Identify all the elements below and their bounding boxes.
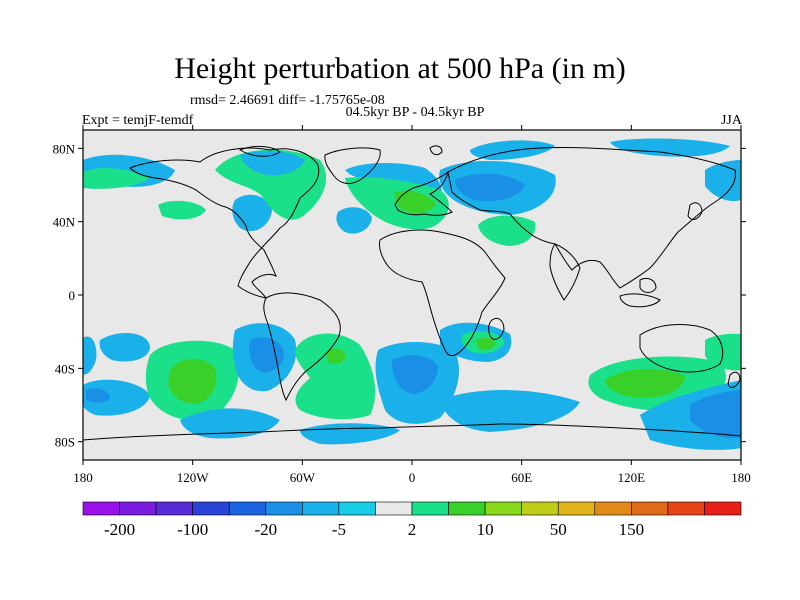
contour-region — [605, 368, 685, 398]
lat-tick-label: 40S — [55, 361, 75, 376]
experiment-label: Expt = temjF-temdf — [82, 113, 194, 128]
colorbar-swatch — [704, 501, 742, 516]
colorbar-label: -100 — [177, 520, 208, 539]
contour-region — [99, 333, 150, 362]
colorbar-swatch — [448, 501, 486, 516]
colorbar-swatch — [192, 501, 230, 516]
colorbar-swatch — [338, 501, 376, 516]
colorbar-swatch — [82, 501, 120, 516]
colorbar-swatch — [375, 501, 413, 516]
coastline-svalbard — [429, 145, 443, 156]
coastline-africa — [379, 229, 506, 357]
colorbar-swatch — [119, 501, 157, 516]
colorbar-swatch — [484, 501, 522, 516]
contour-region — [690, 390, 741, 439]
coastline-japan — [687, 202, 703, 220]
latitude-axis: 80N 40N 0 40S 80S — [53, 141, 746, 450]
coastline-borneo — [639, 277, 657, 293]
coastline-india — [549, 243, 581, 301]
contour-region — [610, 138, 730, 157]
contour-region — [249, 337, 284, 373]
contour-region — [326, 348, 346, 364]
lon-tick-label: 60E — [511, 470, 532, 485]
coastline-south-america — [263, 292, 341, 402]
coastline-antarctica — [83, 423, 741, 441]
stats-subtitle: rmsd= 2.46691 diff= -1.75765e-08 — [190, 93, 385, 108]
colorbar-label: -20 — [254, 520, 277, 539]
contour-region — [86, 388, 110, 403]
colorbar-swatch — [667, 501, 705, 516]
contour-region — [158, 200, 206, 220]
contour-region — [336, 207, 372, 234]
lon-tick-label: 180 — [73, 470, 93, 485]
contour-region — [232, 194, 272, 232]
colorbar-label: 10 — [477, 520, 494, 539]
colorbar-swatch — [631, 501, 669, 516]
colorbar-label: -5 — [332, 520, 346, 539]
colorbar-label: -200 — [104, 520, 135, 539]
contour-region — [295, 333, 376, 420]
coastline-arctic-islands — [238, 145, 281, 157]
lat-tick-label: 40N — [53, 215, 76, 230]
period-subtitle: 04.5kyr BP - 04.5kyr BP — [345, 105, 485, 120]
coastline-asia — [447, 146, 736, 289]
contour-region — [83, 336, 97, 375]
colorbar-swatch — [228, 501, 267, 516]
coastline-madagascar — [488, 317, 505, 340]
contour-region — [168, 358, 217, 404]
season-label: JJA — [720, 113, 742, 128]
coastline-indonesia — [619, 293, 661, 308]
lon-tick-label: 120W — [177, 470, 210, 485]
lat-tick-label: 80N — [53, 141, 76, 156]
lon-tick-label: 180 — [731, 470, 751, 485]
contour-region — [392, 355, 438, 394]
map-title: Height perturbation at 500 hPa (in m) — [174, 52, 626, 85]
coastlines — [83, 145, 741, 441]
lon-tick-label: 120E — [618, 470, 646, 485]
colorbar-swatch — [521, 501, 559, 516]
contour-region — [240, 150, 305, 176]
lat-tick-label: 0 — [69, 288, 76, 303]
colorbar-swatch — [411, 501, 449, 516]
contour-region — [705, 160, 741, 202]
contour-region — [83, 168, 150, 189]
longitude-axis: 180 120W 60W 0 60E 120E 180 — [73, 125, 751, 485]
contour-region — [440, 390, 580, 432]
colorbar-label: 150 — [619, 520, 645, 539]
coastline-new-zealand — [727, 371, 741, 388]
contour-region — [394, 190, 436, 214]
colorbar-swatch — [594, 501, 632, 516]
contour-region — [83, 379, 150, 416]
colorbar: -200 -100 -20 -5 2 10 50 150 — [82, 501, 742, 539]
colorbar-label: 2 — [408, 520, 417, 539]
colorbar-label: 50 — [550, 520, 567, 539]
colorbar-swatch — [155, 501, 193, 516]
coastline-greenland — [324, 147, 381, 184]
coastline-australia — [639, 324, 724, 373]
colorbar-swatch — [557, 501, 596, 516]
contour-region — [478, 215, 536, 246]
coastline-europe — [394, 170, 453, 216]
contour-region — [300, 423, 400, 445]
contour-region — [455, 173, 525, 202]
lat-tick-label: 80S — [55, 435, 75, 450]
colorbar-swatch — [265, 501, 303, 516]
lon-tick-label: 60W — [290, 470, 316, 485]
contour-region — [476, 337, 496, 351]
colorbar-swatch — [302, 501, 340, 516]
contour-region — [180, 408, 280, 439]
lon-tick-label: 0 — [409, 470, 416, 485]
